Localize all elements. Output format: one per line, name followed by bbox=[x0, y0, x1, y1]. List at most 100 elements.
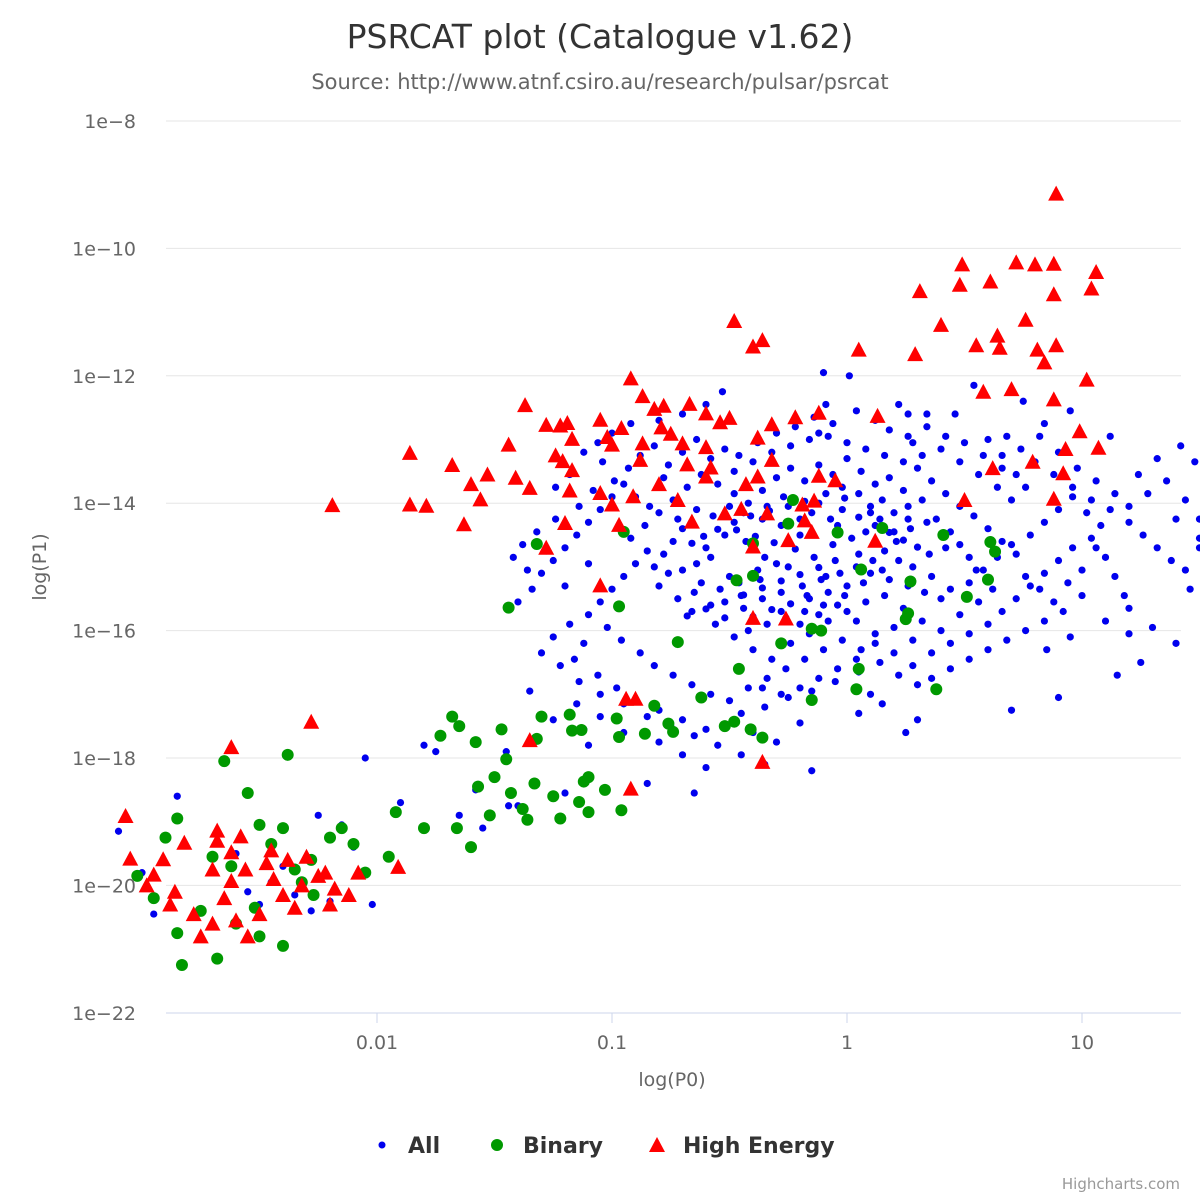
data-point-all bbox=[758, 584, 767, 592]
data-point-high-energy bbox=[1045, 391, 1062, 407]
data-point-all bbox=[749, 458, 757, 466]
data-point-all bbox=[925, 550, 933, 558]
data-point-high-energy bbox=[1045, 286, 1062, 302]
legend-item-all[interactable]: All bbox=[378, 1134, 441, 1159]
data-point-high-energy bbox=[251, 906, 268, 922]
data-point-all bbox=[1186, 585, 1194, 593]
data-point-high-energy bbox=[721, 409, 738, 425]
data-point-all bbox=[561, 544, 569, 552]
data-point-all bbox=[744, 684, 752, 692]
data-point-high-energy bbox=[317, 864, 334, 880]
data-point-high-energy bbox=[733, 500, 750, 516]
data-point-all bbox=[1069, 544, 1077, 552]
data-point-all bbox=[918, 496, 926, 504]
data-point-all bbox=[721, 445, 729, 453]
data-point-binary bbox=[469, 736, 482, 749]
data-point-all bbox=[556, 662, 564, 670]
data-point-all bbox=[1153, 544, 1161, 552]
data-point-binary bbox=[718, 720, 731, 733]
data-point-binary bbox=[982, 573, 994, 586]
data-point-binary bbox=[744, 723, 757, 736]
data-point-all bbox=[561, 789, 569, 797]
data-point-high-energy bbox=[869, 407, 886, 423]
y-tick-label: 1e−8 bbox=[84, 111, 136, 133]
data-point-high-energy bbox=[991, 339, 1008, 355]
legend-marker-binary bbox=[491, 1139, 503, 1151]
data-point-all bbox=[584, 518, 593, 526]
data-point-all bbox=[1064, 579, 1072, 587]
data-point-all bbox=[721, 614, 729, 622]
data-point-high-energy bbox=[557, 514, 573, 530]
data-point-all bbox=[1066, 407, 1074, 415]
data-point-all bbox=[1043, 646, 1051, 654]
data-point-high-energy bbox=[796, 512, 813, 528]
data-point-all bbox=[913, 543, 922, 551]
data-point-binary bbox=[613, 600, 626, 613]
data-point-all bbox=[674, 515, 682, 523]
data-point-high-energy bbox=[954, 256, 971, 272]
data-point-all bbox=[758, 486, 767, 495]
data-point-all bbox=[801, 655, 809, 663]
data-point-all bbox=[688, 539, 696, 547]
data-point-high-energy bbox=[322, 896, 338, 912]
data-point-all bbox=[881, 547, 889, 555]
series-high-energy bbox=[117, 185, 1107, 944]
data-point-binary bbox=[528, 777, 541, 790]
data-point-high-energy bbox=[209, 832, 226, 848]
data-point-all bbox=[693, 435, 701, 444]
data-point-high-energy bbox=[538, 539, 555, 555]
data-point-high-energy bbox=[681, 395, 698, 411]
data-point-binary bbox=[960, 590, 973, 603]
data-point-all bbox=[904, 502, 912, 510]
data-point-all bbox=[584, 741, 593, 749]
data-point-all bbox=[979, 451, 987, 460]
legend-marker-high-energy bbox=[649, 1137, 665, 1152]
data-point-binary bbox=[899, 613, 912, 626]
data-point-all bbox=[824, 432, 832, 440]
data-point-binary bbox=[582, 771, 595, 784]
data-point-all bbox=[1040, 419, 1048, 428]
data-point-all bbox=[772, 474, 781, 482]
data-point-all bbox=[829, 541, 837, 549]
data-point-high-energy bbox=[745, 338, 761, 354]
data-point-high-energy bbox=[850, 341, 867, 357]
data-point-all bbox=[768, 655, 776, 663]
data-point-all bbox=[1026, 582, 1034, 590]
legend-item-binary[interactable]: Binary bbox=[491, 1134, 603, 1159]
data-point-high-energy bbox=[810, 404, 827, 420]
legend-item-high-energy[interactable]: High Energy bbox=[649, 1134, 835, 1159]
data-point-all bbox=[855, 709, 863, 718]
data-point-all bbox=[895, 400, 903, 409]
data-point-all bbox=[913, 716, 922, 724]
data-point-all bbox=[730, 490, 738, 498]
data-point-high-energy bbox=[216, 890, 233, 906]
data-point-all bbox=[1069, 493, 1077, 501]
data-point-high-energy bbox=[1083, 280, 1100, 296]
data-point-high-energy bbox=[500, 436, 517, 452]
data-point-all bbox=[956, 458, 964, 466]
data-point-all bbox=[1054, 556, 1063, 565]
data-point-all bbox=[857, 646, 865, 654]
data-point-all bbox=[956, 541, 964, 549]
data-point-all bbox=[777, 577, 785, 585]
data-point-all bbox=[646, 502, 654, 510]
data-point-all bbox=[1078, 566, 1086, 574]
data-point-all bbox=[690, 789, 698, 797]
data-point-binary bbox=[171, 927, 184, 940]
legend: All Binary High Energy bbox=[378, 1134, 835, 1159]
data-point-all bbox=[1163, 477, 1171, 485]
data-point-high-energy bbox=[293, 877, 310, 893]
data-point-all bbox=[815, 429, 823, 437]
credits-link[interactable]: Highcharts.com bbox=[1062, 1175, 1180, 1193]
data-point-high-energy bbox=[517, 397, 534, 413]
data-point-all bbox=[732, 526, 741, 534]
data-point-all bbox=[998, 464, 1006, 472]
data-point-high-energy bbox=[521, 732, 538, 748]
data-point-all bbox=[838, 636, 846, 644]
data-point-binary bbox=[253, 930, 266, 943]
data-point-all bbox=[575, 677, 583, 686]
data-point-all bbox=[643, 779, 651, 788]
data-point-all bbox=[1003, 636, 1011, 644]
data-point-binary bbox=[516, 802, 529, 815]
data-point-all bbox=[721, 598, 729, 606]
